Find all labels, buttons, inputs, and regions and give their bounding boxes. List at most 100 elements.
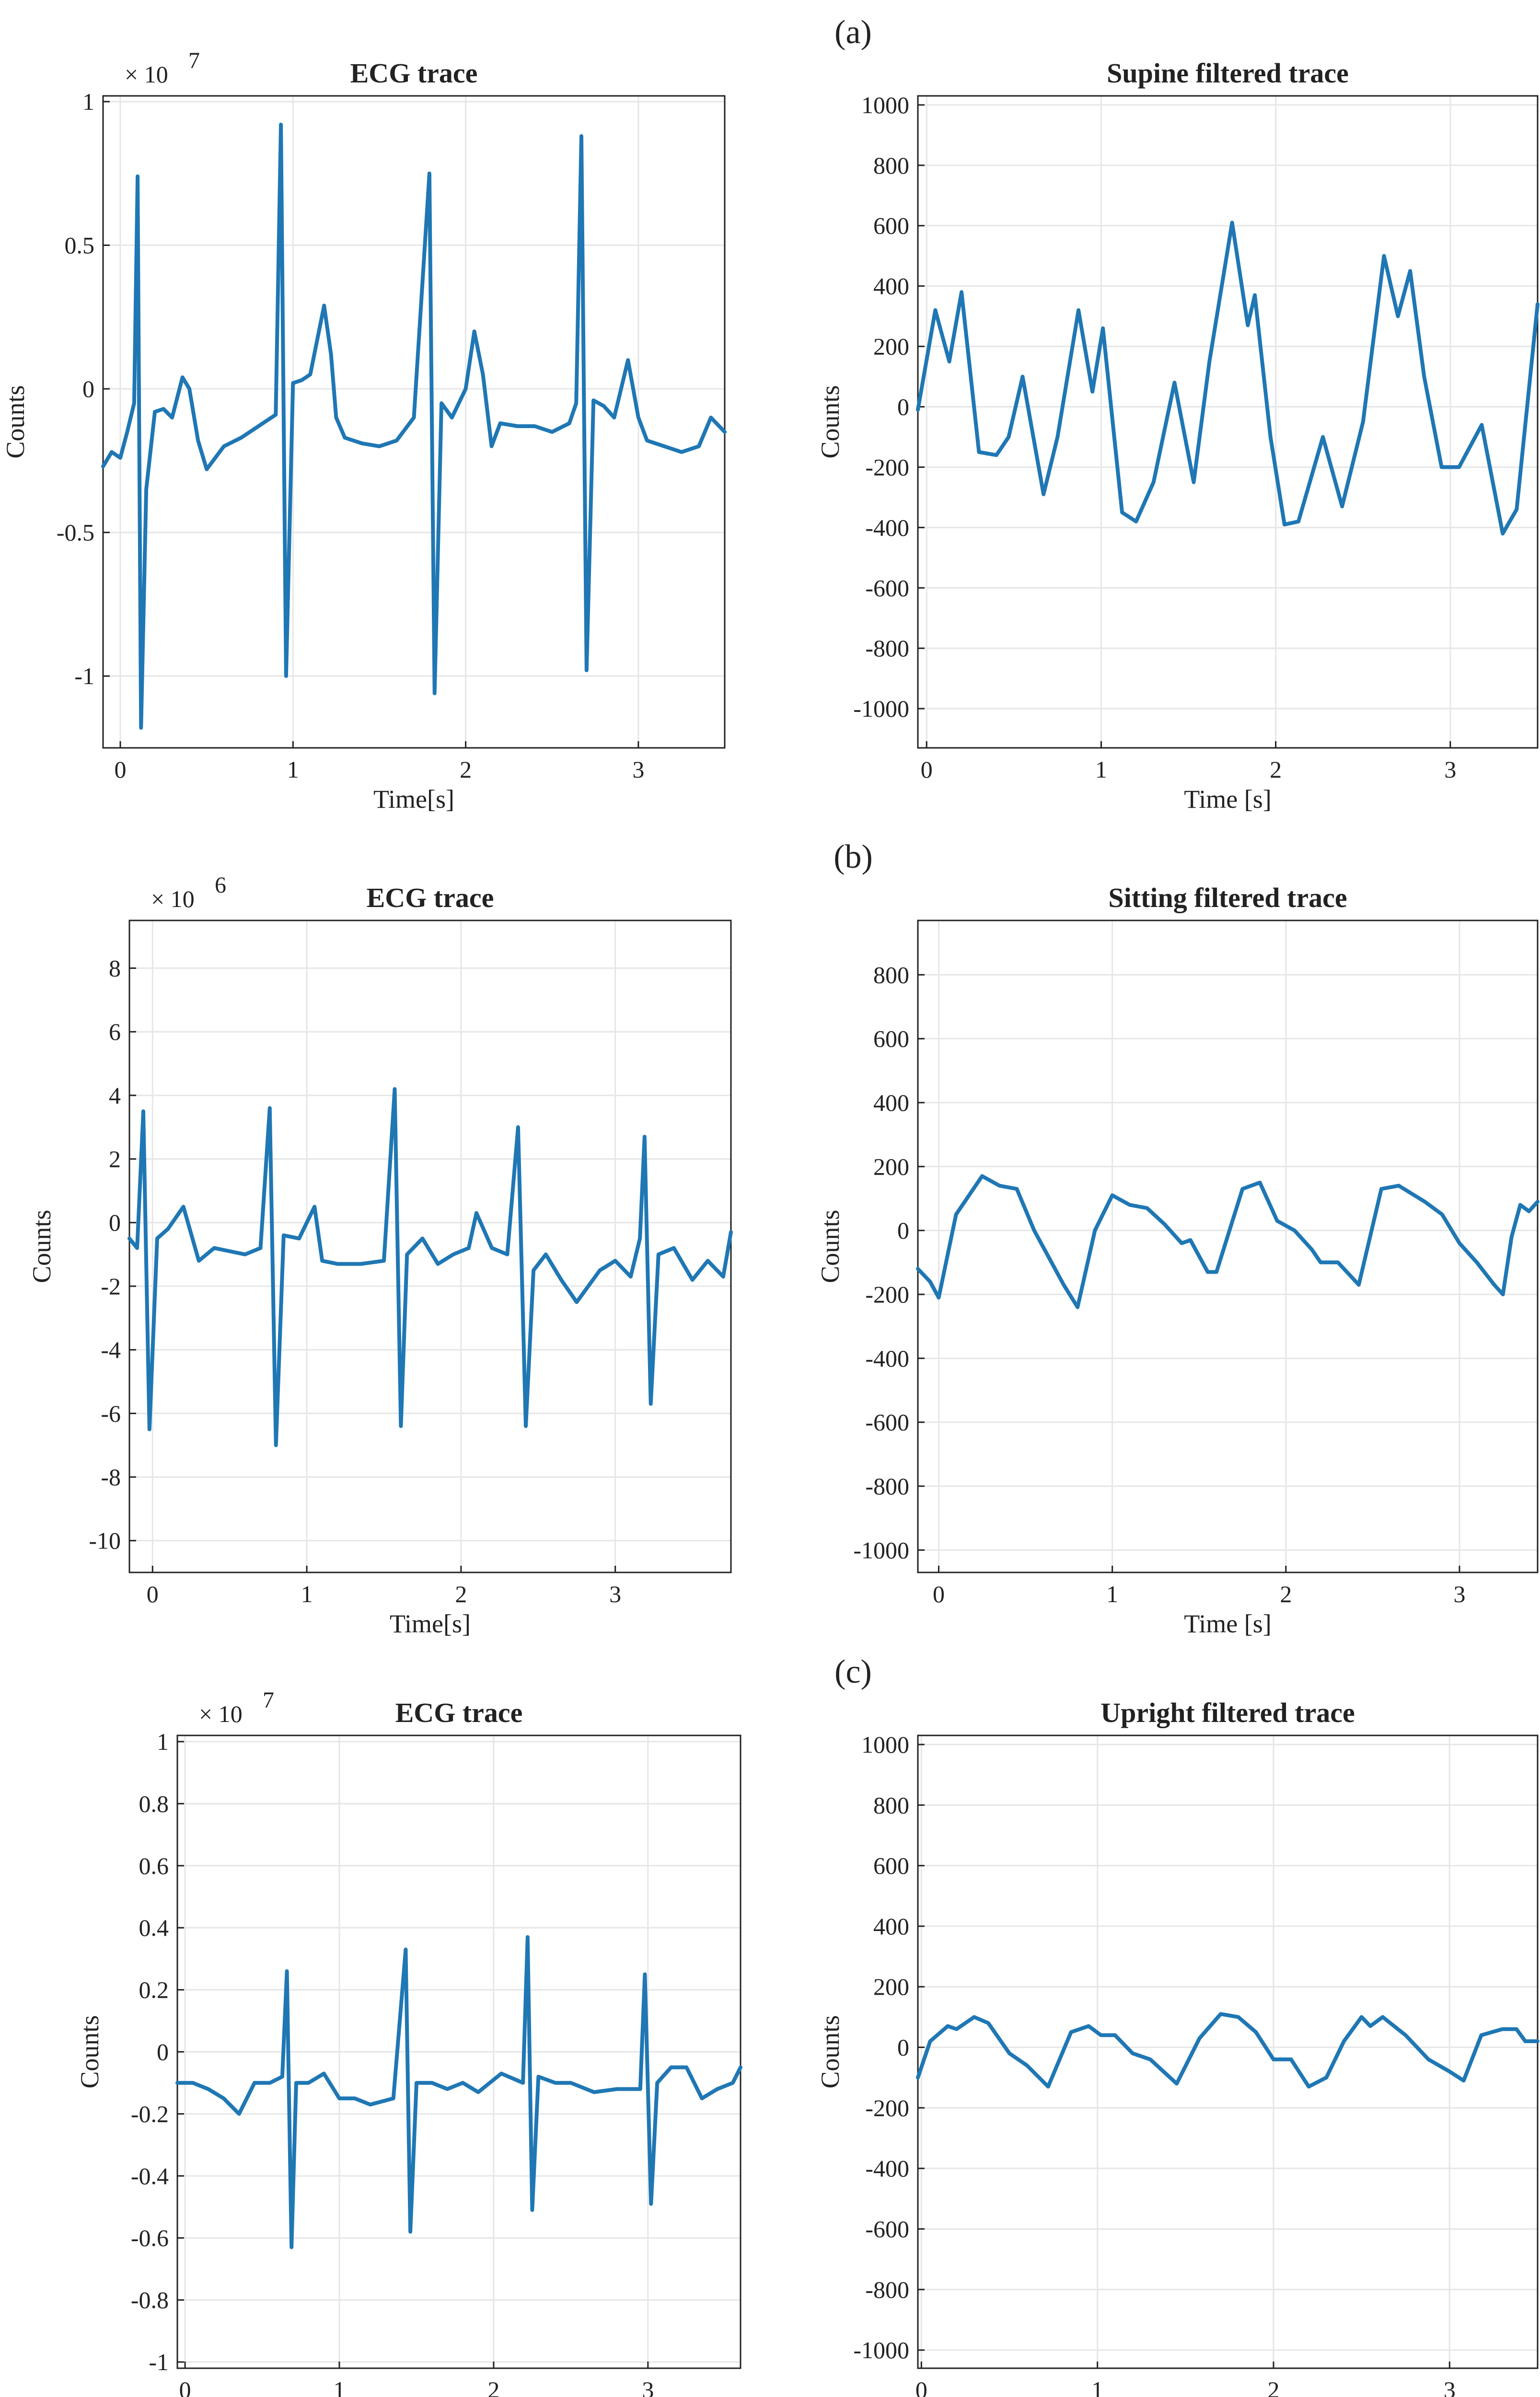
x-axis-label: Time [s] <box>1184 1609 1272 1638</box>
y-tick-label: -800 <box>865 2276 909 2303</box>
y-tick-label: 400 <box>873 1089 909 1116</box>
y-tick-label: -2 <box>101 1273 121 1300</box>
chart-2: 0 1 2 3 -1000 -800 -600 -400 -200 0 200 400 600 800 10… <box>816 58 1540 814</box>
x-tick-label: 0 <box>933 1581 945 1607</box>
chart-title: Upright filtered trace <box>1100 1697 1355 1728</box>
x-tick-label: 0 <box>915 2376 927 2397</box>
y-tick-label: 0.2 <box>139 1977 169 2003</box>
y-tick-label: 6 <box>109 1018 121 1045</box>
y-tick-label: 400 <box>873 273 909 300</box>
y-tick-label: -0.2 <box>131 2100 169 2127</box>
y-tick-label: 0.5 <box>65 232 95 259</box>
y-tick-label: 0.4 <box>139 1914 169 1941</box>
chart-3: 0 1 2 3 -10 -8 -6 -4 -2 0 2 4 6 8 ECG trace Time[s] Coun… <box>27 873 733 1638</box>
y-tick-label: -200 <box>865 454 909 480</box>
charts-container: 0 1 2 3 -1 -0.5 0 0.5 1 ECG trace Time[s] Counts × 1… <box>1 48 1540 2397</box>
y-tick-label: 0 <box>109 1209 121 1236</box>
chart-title: Sitting filtered trace <box>1108 882 1347 913</box>
y-tick-label: 600 <box>873 212 909 239</box>
y-exponent-label: × 10 <box>199 1700 243 1727</box>
y-exponent-power: 7 <box>263 1687 274 1713</box>
y-tick-label: 200 <box>873 1153 909 1180</box>
series-line-1 <box>916 2012 1540 2089</box>
x-tick-label: 3 <box>609 1581 621 1607</box>
y-exponent-power: 7 <box>188 48 200 73</box>
y-axis-label: Counts <box>1 385 30 458</box>
y-axis-label: Counts <box>816 2015 845 2088</box>
axes-box <box>917 1734 1539 2369</box>
y-tick-label: 1000 <box>861 1731 909 1758</box>
x-tick-label: 2 <box>455 1581 467 1607</box>
y-axis-label: Counts <box>816 385 845 458</box>
panel-label-a: (a) <box>834 14 872 51</box>
y-tick-label: 400 <box>873 1913 909 1940</box>
y-exponent-label: × 10 <box>151 885 195 912</box>
series-line-1 <box>175 1935 742 2249</box>
x-axis-label: Time[s] <box>373 785 454 814</box>
chart-title: ECG trace <box>350 58 478 89</box>
series-line-1 <box>101 122 727 730</box>
panel-label-c: (c) <box>834 1653 872 1690</box>
x-tick-label: 1 <box>1091 2376 1103 2397</box>
y-tick-label: 0 <box>897 394 909 420</box>
chart-title: ECG trace <box>395 1697 523 1728</box>
x-tick-label: 0 <box>115 756 127 783</box>
y-tick-label: 0 <box>897 1217 909 1244</box>
y-tick-label: 0.6 <box>139 1852 169 1879</box>
y-tick-label: 200 <box>873 1973 909 2000</box>
y-exponent-label: × 10 <box>125 61 168 88</box>
y-tick-label: 600 <box>873 1025 909 1052</box>
y-tick-label: -400 <box>865 2155 909 2182</box>
y-tick-label: -600 <box>865 1409 909 1436</box>
x-tick-label: 1 <box>334 2376 346 2397</box>
axes-box <box>917 919 1539 1573</box>
x-tick-label: 3 <box>642 2376 654 2397</box>
y-tick-label: -4 <box>101 1337 121 1363</box>
x-tick-label: 3 <box>1444 2376 1456 2397</box>
chart-5: 0 1 2 3 -1 -0.8 -0.6 -0.4 -0.2 0 0.2 0.4 0.6 0.8 1 ECG … <box>75 1687 742 2397</box>
series-line-1 <box>916 1174 1540 1309</box>
y-axis-label: Counts <box>27 1210 56 1283</box>
x-axis-label: Time [s] <box>1184 785 1272 814</box>
y-tick-label: -400 <box>865 514 909 541</box>
y-axis-label: Counts <box>75 2015 104 2088</box>
y-tick-label: -8 <box>101 1464 121 1490</box>
y-tick-label: -0.6 <box>131 2224 169 2251</box>
y-tick-label: -0.5 <box>57 519 94 546</box>
y-tick-label: -800 <box>865 1473 909 1500</box>
y-tick-label: -600 <box>865 2215 909 2242</box>
y-tick-label: -800 <box>865 635 909 662</box>
chart-6: 0 1 2 3 -1000 -800 -600 -400 -200 0 200 400 600 800 10… <box>816 1697 1540 2397</box>
y-tick-label: -400 <box>865 1345 909 1372</box>
axes-box <box>128 919 732 1573</box>
y-tick-label: -0.8 <box>131 2287 169 2314</box>
y-tick-label: 8 <box>109 955 121 982</box>
y-tick-label: -200 <box>865 1281 909 1308</box>
y-exponent-power: 6 <box>215 873 226 898</box>
y-tick-label: 4 <box>109 1082 121 1109</box>
x-tick-label: 1 <box>1106 1581 1118 1607</box>
x-tick-label: 2 <box>1270 756 1282 783</box>
y-tick-label: 1000 <box>861 92 909 118</box>
x-tick-label: 1 <box>301 1581 313 1607</box>
chart-title: Supine filtered trace <box>1107 58 1349 89</box>
axes-box <box>917 95 1539 749</box>
x-tick-label: 2 <box>487 2376 499 2397</box>
y-tick-label: 0.8 <box>139 1790 169 1817</box>
x-tick-label: 0 <box>179 2376 191 2397</box>
series-line-1 <box>127 1087 733 1447</box>
x-axis-label: Time[s] <box>390 1609 471 1638</box>
y-tick-label: 1 <box>82 88 94 115</box>
y-tick-label: -0.4 <box>131 2163 169 2189</box>
y-tick-label: 0 <box>82 375 94 402</box>
y-tick-label: -1000 <box>853 695 909 722</box>
y-tick-label: -200 <box>865 2094 909 2121</box>
series-line-1 <box>916 221 1540 535</box>
x-tick-label: 1 <box>1095 756 1107 783</box>
x-tick-label: 2 <box>1268 2376 1280 2397</box>
y-tick-label: -10 <box>89 1527 121 1554</box>
axes-box <box>102 95 726 749</box>
y-tick-label: -1 <box>149 2349 169 2375</box>
y-tick-label: -1 <box>74 663 94 689</box>
